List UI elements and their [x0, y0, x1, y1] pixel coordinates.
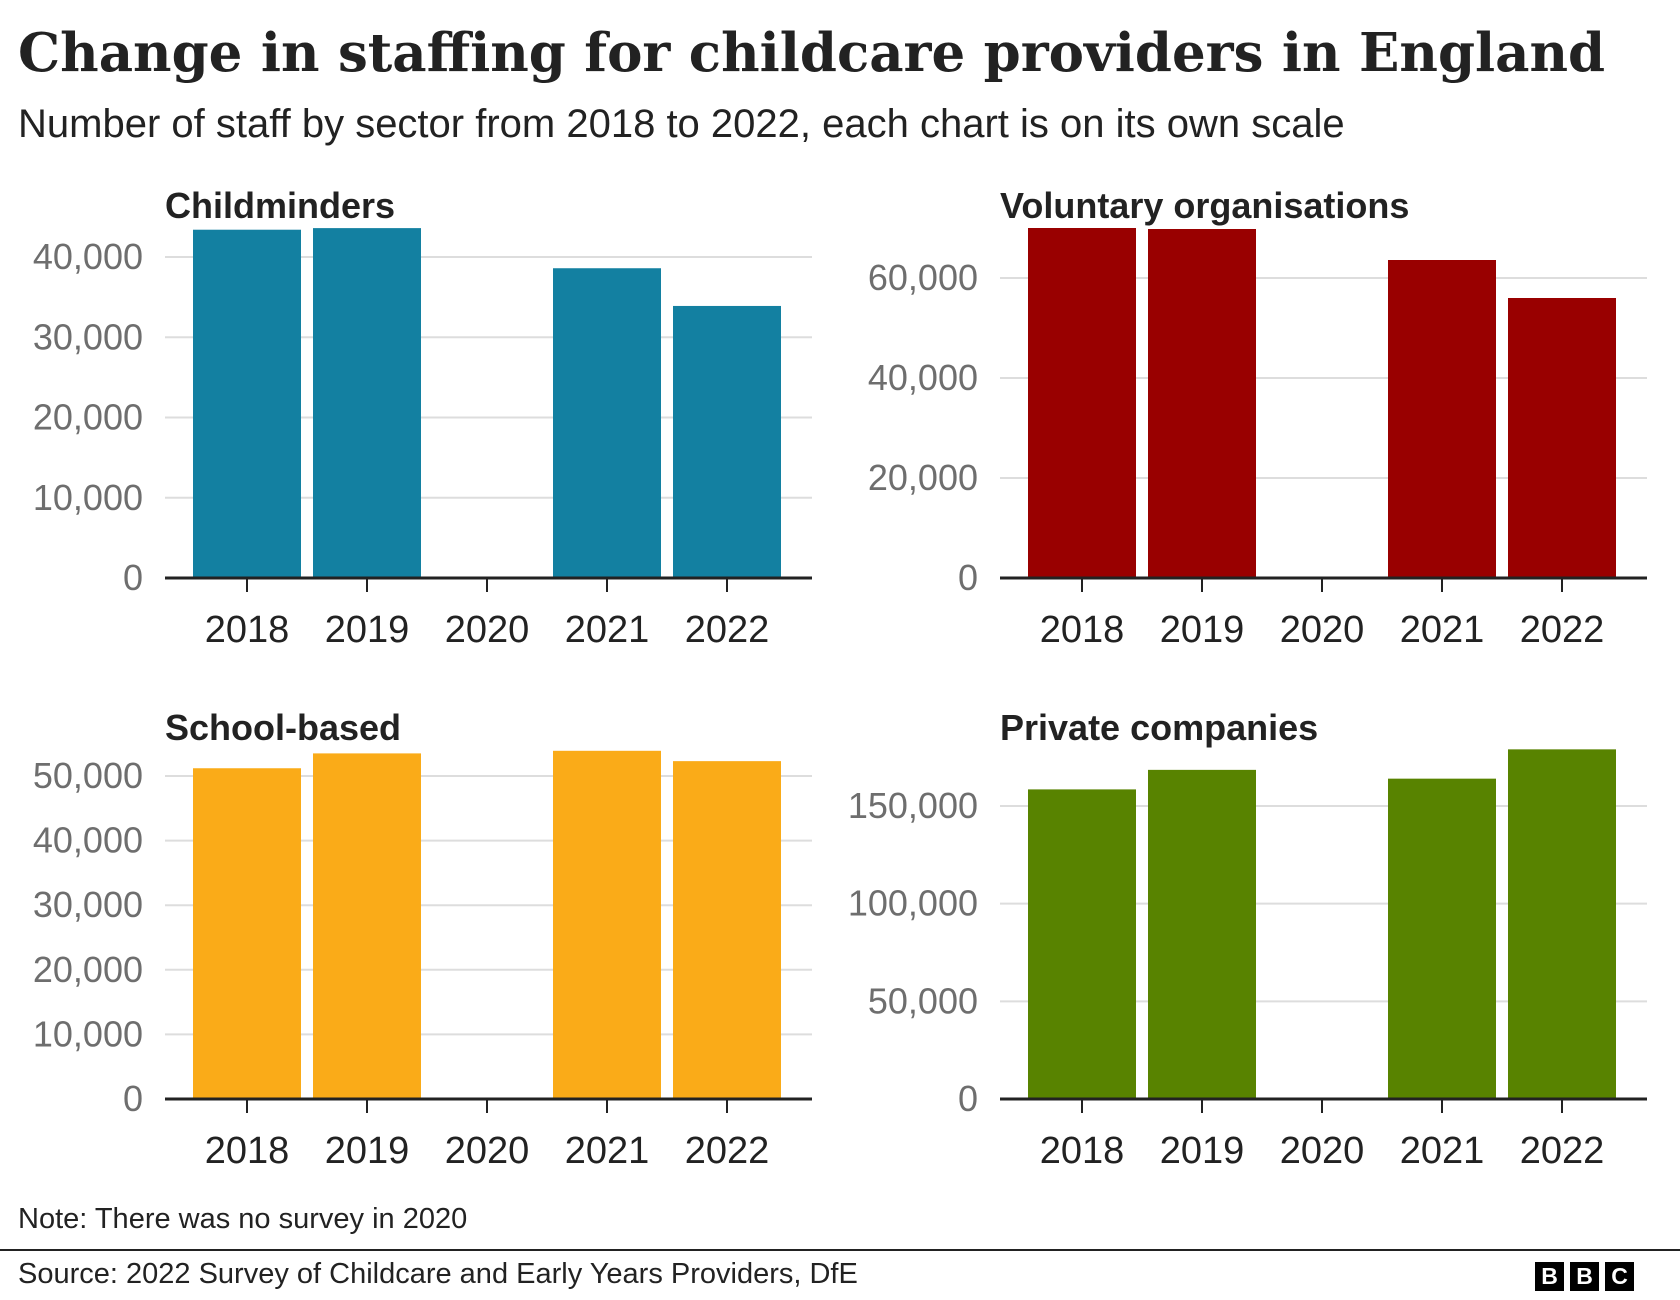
logo-letter: B: [1570, 1262, 1599, 1291]
x-tick-label: 2018: [205, 1130, 290, 1172]
x-tick-label: 2020: [1280, 609, 1365, 651]
bar-2021: [553, 268, 661, 578]
y-tick-label: 0: [123, 1078, 143, 1119]
panel-title: Childminders: [165, 185, 395, 226]
bbc-logo: B B C: [1535, 1262, 1634, 1291]
y-tick-label: 0: [958, 1078, 978, 1119]
footnote: Note: There was no survey in 2020: [18, 1203, 468, 1235]
x-tick-label: 2022: [685, 609, 770, 651]
y-tick-label: 20,000: [868, 457, 978, 498]
x-tick-label: 2020: [1280, 1130, 1365, 1172]
y-tick-label: 0: [123, 557, 143, 598]
y-tick-label: 20,000: [33, 397, 143, 438]
x-tick-label: 2018: [205, 609, 290, 651]
bar-2021: [1388, 260, 1496, 578]
y-tick-label: 30,000: [33, 316, 143, 357]
y-tick-label: 10,000: [33, 477, 143, 518]
panel-title: Voluntary organisations: [1000, 185, 1409, 226]
bar-2021: [553, 750, 661, 1099]
y-tick-label: 40,000: [33, 820, 143, 861]
x-tick-label: 2019: [325, 609, 410, 651]
bar-2022: [1508, 749, 1616, 1099]
bar-2019: [313, 753, 421, 1099]
x-tick-label: 2020: [445, 1130, 530, 1172]
bar-2019: [313, 228, 421, 579]
chart-subtitle: Number of staff by sector from 2018 to 2…: [18, 102, 1345, 146]
x-tick-label: 2019: [1160, 609, 1245, 651]
x-tick-label: 2021: [565, 609, 650, 651]
chart-title: Change in staffing for childcare provide…: [18, 22, 1606, 84]
y-tick-label: 40,000: [868, 357, 978, 398]
bar-2022: [673, 761, 781, 1099]
bar-2022: [673, 305, 781, 578]
y-tick-label: 50,000: [868, 980, 978, 1021]
panel-title: School-based: [165, 707, 401, 748]
bar-2018: [193, 229, 301, 578]
bar-2018: [1028, 789, 1136, 1099]
x-tick-label: 2022: [685, 1130, 770, 1172]
logo-letter: C: [1605, 1262, 1634, 1291]
bar-2019: [1148, 229, 1256, 578]
y-tick-label: 60,000: [868, 257, 978, 298]
bar-2018: [193, 768, 301, 1099]
bar-2022: [1508, 298, 1616, 578]
y-tick-label: 30,000: [33, 884, 143, 925]
y-tick-label: 50,000: [33, 755, 143, 796]
x-tick-label: 2019: [1160, 1130, 1245, 1172]
y-tick-label: 10,000: [33, 1013, 143, 1054]
x-tick-label: 2021: [1400, 1130, 1485, 1172]
y-tick-label: 40,000: [33, 236, 143, 277]
logo-letter: B: [1535, 1262, 1564, 1291]
source-text: Source: 2022 Survey of Childcare and Ear…: [18, 1258, 858, 1290]
y-tick-label: 150,000: [848, 785, 978, 826]
y-tick-label: 100,000: [848, 883, 978, 924]
panel-title: Private companies: [1000, 707, 1318, 748]
x-tick-label: 2018: [1040, 1130, 1125, 1172]
x-tick-label: 2022: [1520, 609, 1605, 651]
bar-2018: [1028, 228, 1136, 578]
x-tick-label: 2021: [565, 1130, 650, 1172]
x-tick-label: 2021: [1400, 609, 1485, 651]
x-tick-label: 2019: [325, 1130, 410, 1172]
footer-divider: [0, 1249, 1680, 1251]
y-tick-label: 0: [958, 557, 978, 598]
x-tick-label: 2018: [1040, 609, 1125, 651]
x-tick-label: 2022: [1520, 1130, 1605, 1172]
x-tick-label: 2020: [445, 609, 530, 651]
bar-2019: [1148, 769, 1256, 1099]
bar-2021: [1388, 778, 1496, 1099]
y-tick-label: 20,000: [33, 949, 143, 990]
